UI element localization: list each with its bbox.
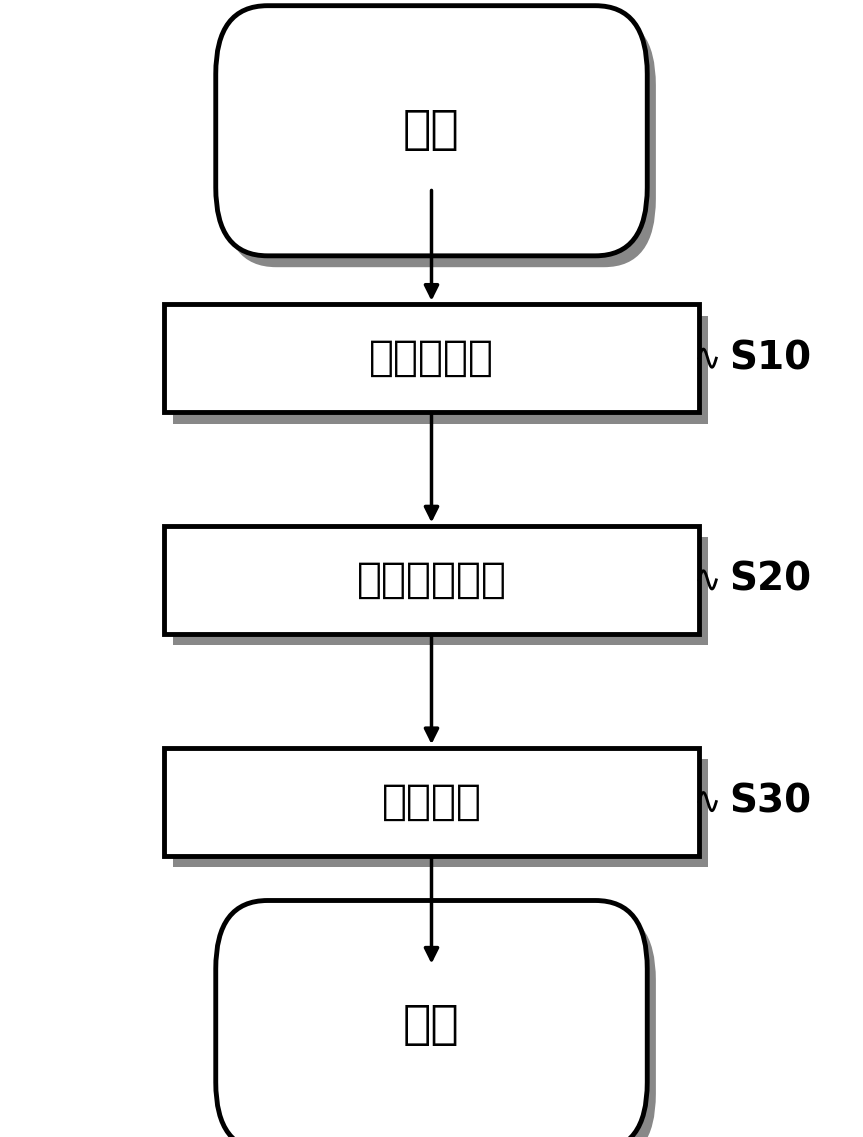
FancyBboxPatch shape	[173, 760, 708, 866]
Text: S20: S20	[729, 561, 811, 599]
FancyBboxPatch shape	[173, 538, 708, 646]
FancyBboxPatch shape	[173, 315, 708, 423]
Text: S10: S10	[729, 339, 811, 377]
FancyBboxPatch shape	[224, 912, 656, 1137]
Text: 数据使能步骤: 数据使能步骤	[356, 559, 507, 600]
FancyBboxPatch shape	[216, 6, 647, 256]
FancyBboxPatch shape	[224, 17, 656, 267]
Text: 开始: 开始	[403, 108, 460, 153]
FancyBboxPatch shape	[164, 748, 699, 855]
Text: 发射步骤: 发射步骤	[381, 781, 482, 822]
FancyBboxPatch shape	[216, 901, 647, 1137]
FancyBboxPatch shape	[164, 304, 699, 412]
FancyBboxPatch shape	[164, 525, 699, 634]
Text: S30: S30	[729, 782, 811, 821]
Text: 预充电步骤: 预充电步骤	[369, 338, 494, 379]
Text: 结束: 结束	[403, 1003, 460, 1048]
